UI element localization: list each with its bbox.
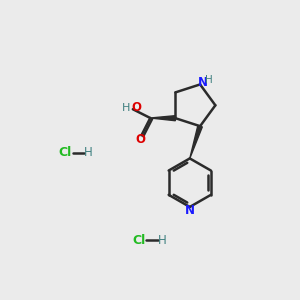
Text: H: H [205,75,212,85]
Text: O: O [135,134,145,146]
Text: H: H [84,146,93,159]
Text: N: N [198,76,208,89]
Polygon shape [150,116,176,121]
Text: N: N [185,204,195,217]
Text: O: O [131,101,141,114]
Polygon shape [190,125,202,158]
Text: H: H [122,103,130,113]
Text: Cl: Cl [132,234,145,247]
Text: H: H [158,234,166,247]
Text: Cl: Cl [59,146,72,159]
